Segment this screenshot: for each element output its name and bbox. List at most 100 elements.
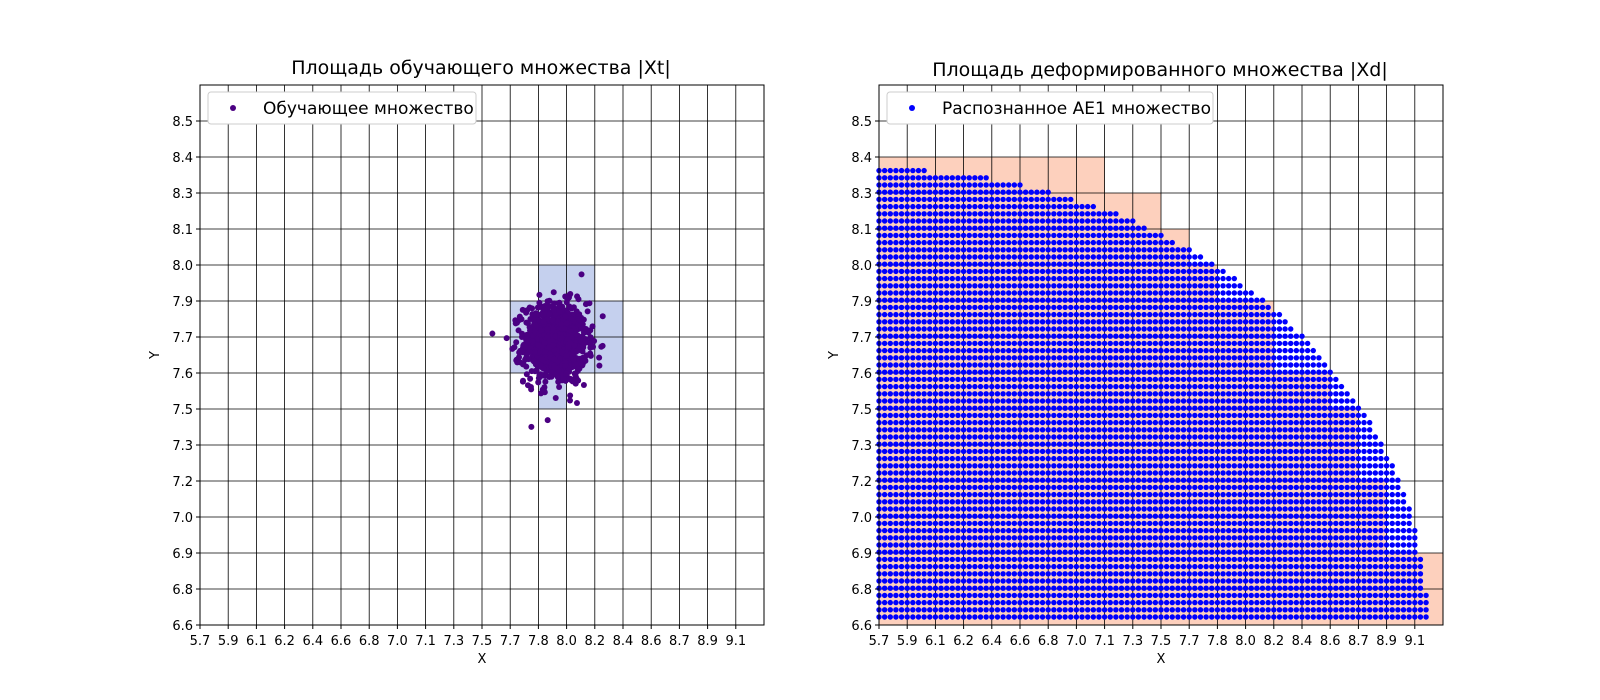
scatter-point: [1327, 391, 1333, 397]
scatter-point: [1197, 427, 1204, 433]
scatter-point: [1338, 448, 1345, 455]
scatter-point: [983, 333, 989, 339]
scatter-point: [1045, 434, 1051, 440]
scatter-point: [921, 556, 927, 563]
scatter-point: [1197, 499, 1204, 505]
scatter-point: [898, 535, 905, 541]
scatter-point: [943, 520, 950, 527]
scatter-point: [1124, 391, 1130, 397]
scatter-point: [943, 412, 950, 419]
scatter-point: [1090, 391, 1097, 397]
scatter-point: [1248, 491, 1254, 498]
scatter-point: [1265, 607, 1271, 613]
scatter-point: [1084, 412, 1091, 419]
scatter-point: [921, 319, 927, 325]
scatter-point: [1259, 599, 1266, 606]
scatter-point: [1259, 340, 1266, 347]
scatter-point: [1293, 405, 1300, 411]
scatter-point: [1288, 347, 1294, 354]
scatter-point: [1259, 585, 1266, 591]
scatter-point: [1101, 470, 1108, 476]
scatter-point: [1011, 455, 1018, 462]
scatter-point: [1096, 578, 1102, 584]
scatter-point: [1000, 340, 1006, 347]
scatter-point: [551, 346, 558, 353]
scatter-point: [938, 607, 944, 613]
scatter-point: [966, 585, 972, 591]
scatter-point: [1135, 527, 1142, 534]
scatter-point: [1135, 369, 1142, 375]
scatter-point: [1423, 614, 1429, 620]
scatter-point: [1045, 607, 1051, 613]
scatter-point: [1344, 520, 1350, 527]
scatter-point: [1039, 319, 1046, 325]
scatter-point: [893, 347, 899, 354]
scatter-point: [1022, 614, 1029, 620]
scatter-point: [1062, 607, 1068, 613]
scatter-point: [1113, 405, 1119, 411]
scatter-point: [1197, 470, 1204, 476]
scatter-point: [1090, 520, 1097, 527]
scatter-point: [1000, 607, 1006, 613]
scatter-point: [1350, 398, 1356, 404]
scatter-point: [1355, 520, 1362, 527]
scatter-point: [1113, 448, 1119, 455]
scatter-point: [1180, 405, 1187, 411]
scatter-point: [1113, 311, 1119, 318]
scatter-point: [1293, 556, 1300, 563]
scatter-point: [1282, 362, 1288, 368]
scatter-point: [966, 535, 972, 541]
scatter-point: [960, 383, 967, 390]
scatter-point: [1163, 491, 1170, 498]
scatter-point: [1051, 427, 1057, 433]
scatter-point: [1158, 578, 1164, 584]
scatter-point: [887, 463, 893, 469]
scatter-point: [1237, 477, 1243, 483]
scatter-point: [1079, 599, 1085, 606]
scatter-point: [955, 556, 961, 563]
scatter-point: [1186, 578, 1192, 584]
scatter-point: [949, 455, 956, 462]
scatter-point: [1039, 513, 1046, 519]
scatter-point: [966, 499, 972, 505]
scatter-point: [1124, 563, 1130, 570]
scatter-point: [1209, 542, 1215, 548]
y-tick-label: 7.6: [172, 367, 193, 382]
scatter-point: [921, 355, 927, 361]
scatter-point: [1254, 571, 1260, 577]
scatter-point: [1338, 484, 1345, 491]
scatter-point: [960, 419, 967, 426]
scatter-point: [1028, 535, 1034, 541]
scatter-point: [893, 355, 899, 361]
scatter-point: [1158, 441, 1164, 447]
scatter-point: [1056, 463, 1063, 469]
scatter-point: [1310, 434, 1316, 440]
scatter-point: [881, 347, 888, 354]
scatter-point: [1304, 383, 1311, 390]
scatter-point: [1079, 585, 1085, 591]
scatter-point: [949, 398, 956, 404]
scatter-point: [1344, 556, 1350, 563]
scatter-point: [586, 300, 593, 307]
scatter-point: [1147, 448, 1153, 455]
scatter-point: [977, 614, 984, 620]
scatter-point: [1192, 535, 1198, 541]
scatter-point: [1147, 599, 1153, 606]
scatter-point: [989, 419, 995, 426]
scatter-point: [1327, 592, 1333, 599]
scatter-point: [1180, 391, 1187, 397]
scatter-point: [1304, 571, 1311, 577]
scatter-point: [893, 340, 899, 347]
scatter-point: [1237, 578, 1243, 584]
scatter-point: [1400, 520, 1407, 527]
scatter-point: [1231, 542, 1238, 548]
scatter-point: [1293, 383, 1300, 390]
scatter-point: [972, 441, 978, 447]
scatter-point: [910, 333, 916, 339]
scatter-point: [1022, 355, 1029, 361]
scatter-point: [1090, 405, 1097, 411]
scatter-point: [989, 455, 995, 462]
scatter-point: [1186, 513, 1192, 519]
scatter-point: [1079, 333, 1085, 339]
scatter-point: [881, 355, 888, 361]
